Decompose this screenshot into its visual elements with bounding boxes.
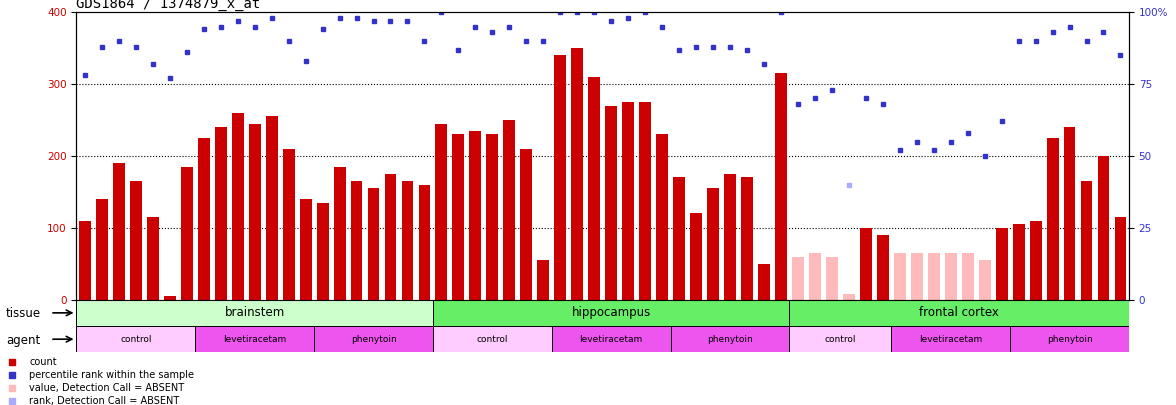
Bar xyxy=(928,253,940,300)
Text: percentile rank within the sample: percentile rank within the sample xyxy=(29,370,194,380)
Bar xyxy=(552,326,670,352)
Bar xyxy=(433,300,789,326)
Bar xyxy=(503,120,515,300)
Bar xyxy=(1047,138,1058,300)
Bar xyxy=(860,228,871,300)
Bar xyxy=(314,326,433,352)
Bar xyxy=(724,174,736,300)
Text: phenytoin: phenytoin xyxy=(1047,335,1093,344)
Bar xyxy=(877,235,889,300)
Text: levetiracetam: levetiracetam xyxy=(920,335,982,344)
Bar xyxy=(741,177,753,300)
Text: frontal cortex: frontal cortex xyxy=(920,306,1000,320)
Bar xyxy=(622,102,634,300)
Bar xyxy=(1081,181,1093,300)
Bar xyxy=(759,264,770,300)
Bar xyxy=(147,217,159,300)
Bar xyxy=(76,326,195,352)
Bar xyxy=(334,167,346,300)
Bar xyxy=(911,253,923,300)
Bar xyxy=(656,134,668,300)
Bar xyxy=(249,124,261,300)
Text: agent: agent xyxy=(6,334,40,347)
Bar xyxy=(198,138,209,300)
Bar xyxy=(1063,127,1076,300)
Bar xyxy=(978,260,990,300)
Bar xyxy=(96,199,108,300)
Bar xyxy=(1030,221,1042,300)
Text: rank, Detection Call = ABSENT: rank, Detection Call = ABSENT xyxy=(29,396,180,405)
Bar xyxy=(537,260,549,300)
Bar xyxy=(195,326,314,352)
Bar xyxy=(129,181,142,300)
Bar xyxy=(79,221,91,300)
Bar xyxy=(606,106,617,300)
Bar xyxy=(891,326,1010,352)
Bar xyxy=(791,257,804,300)
Bar xyxy=(707,188,719,300)
Bar xyxy=(113,163,125,300)
Bar xyxy=(181,167,193,300)
Bar xyxy=(453,134,465,300)
Bar xyxy=(487,134,499,300)
Bar xyxy=(266,116,278,300)
Text: control: control xyxy=(476,335,508,344)
Text: control: control xyxy=(120,335,152,344)
Bar xyxy=(215,127,227,300)
Bar xyxy=(1010,326,1129,352)
Text: control: control xyxy=(824,335,856,344)
Bar xyxy=(588,77,600,300)
Bar xyxy=(300,199,312,300)
Bar xyxy=(520,149,533,300)
Bar xyxy=(435,124,447,300)
Bar xyxy=(962,253,974,300)
Bar xyxy=(76,300,433,326)
Bar xyxy=(419,185,430,300)
Text: brainstem: brainstem xyxy=(225,306,285,320)
Bar xyxy=(670,326,789,352)
Bar xyxy=(282,149,294,300)
Text: value, Detection Call = ABSENT: value, Detection Call = ABSENT xyxy=(29,383,185,393)
Bar xyxy=(433,326,552,352)
Bar xyxy=(232,113,243,300)
Text: count: count xyxy=(29,357,56,367)
Bar xyxy=(572,48,583,300)
Bar xyxy=(350,181,362,300)
Bar xyxy=(1013,224,1024,300)
Bar xyxy=(894,253,906,300)
Bar xyxy=(809,253,821,300)
Bar xyxy=(1097,156,1109,300)
Bar xyxy=(775,73,787,300)
Bar xyxy=(789,326,891,352)
Bar xyxy=(316,202,328,300)
Text: phenytoin: phenytoin xyxy=(707,335,753,344)
Bar xyxy=(163,296,175,300)
Bar xyxy=(673,177,686,300)
Bar xyxy=(554,55,566,300)
Bar xyxy=(826,257,837,300)
Bar xyxy=(1115,217,1127,300)
Text: GDS1864 / 1374879_x_at: GDS1864 / 1374879_x_at xyxy=(76,0,261,11)
Bar xyxy=(640,102,652,300)
Bar xyxy=(469,131,481,300)
Bar xyxy=(690,213,702,300)
Bar xyxy=(401,181,414,300)
Text: phenytoin: phenytoin xyxy=(350,335,396,344)
Text: tissue: tissue xyxy=(6,307,41,320)
Bar xyxy=(843,294,855,300)
Bar xyxy=(385,174,396,300)
Text: levetiracetam: levetiracetam xyxy=(580,335,643,344)
Bar xyxy=(996,228,1008,300)
Text: levetiracetam: levetiracetam xyxy=(223,335,286,344)
Bar xyxy=(944,253,956,300)
Text: hippocampus: hippocampus xyxy=(572,306,650,320)
Bar xyxy=(368,188,380,300)
Bar xyxy=(789,300,1129,326)
